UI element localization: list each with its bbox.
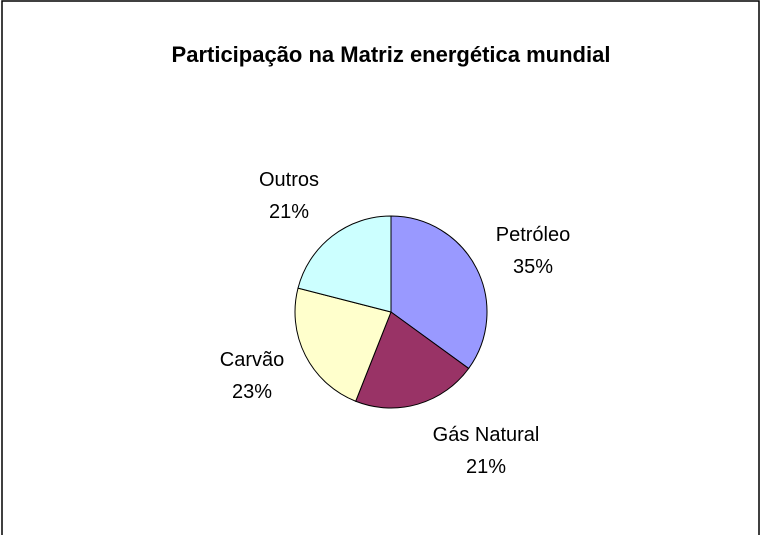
slice-label: Gás Natural 21%	[433, 424, 540, 478]
pie-slice	[355, 311, 470, 409]
slice-value: 21%	[466, 456, 506, 478]
slice-category: Gás Natural	[433, 424, 540, 446]
chart-title: Participação na Matriz energética mundia…	[172, 42, 611, 67]
slice-label: Outros 21%	[259, 169, 319, 223]
slice-category: Petróleo	[496, 224, 571, 246]
slice-category: Carvão	[220, 349, 284, 371]
slice-label: Petróleo 35%	[496, 224, 571, 278]
slice-category: Outros	[259, 169, 319, 191]
pie-slice	[390, 215, 488, 370]
slice-label: Carvão 23%	[220, 349, 284, 403]
slice-value: 35%	[513, 256, 553, 278]
pie-slice	[294, 287, 392, 402]
slice-value: 23%	[232, 381, 272, 403]
slice-value: 21%	[269, 201, 309, 223]
pie-slice	[297, 215, 392, 313]
